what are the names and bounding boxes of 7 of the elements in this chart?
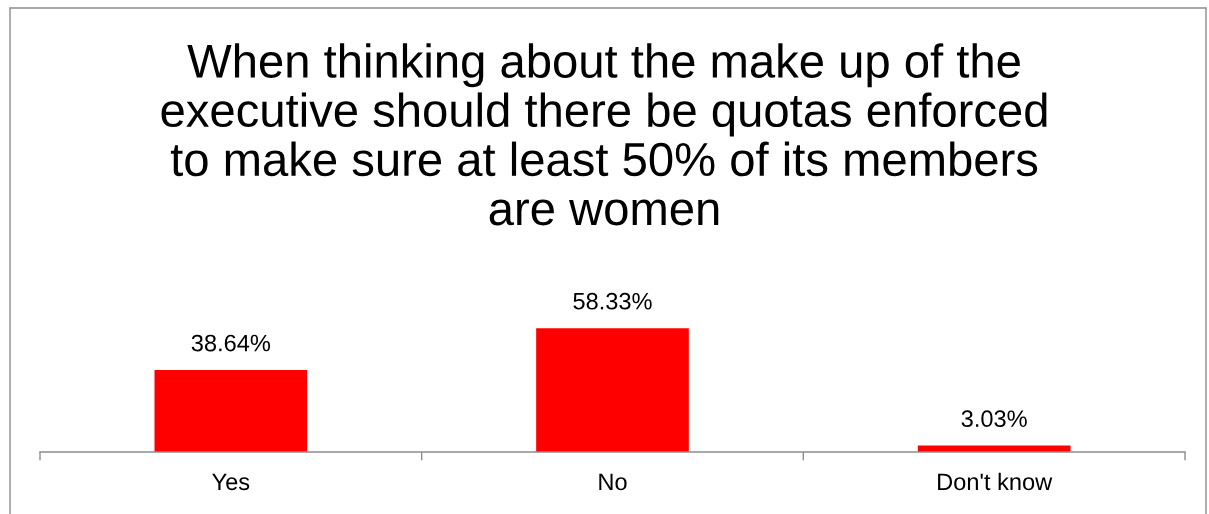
data-label: 58.33%	[573, 292, 652, 310]
x-tick-label: Yes	[212, 473, 250, 491]
data-label: 38.64%	[191, 334, 271, 352]
data-label: 3.03%	[961, 410, 1027, 428]
chart-title: When thinking about the make up of the executive should there be quotas enforced to make sure at least 50% of its members are women	[161, 43, 1047, 226]
x-tick-label: Don't know	[938, 472, 1053, 491]
x-tick-label: No	[599, 473, 627, 491]
